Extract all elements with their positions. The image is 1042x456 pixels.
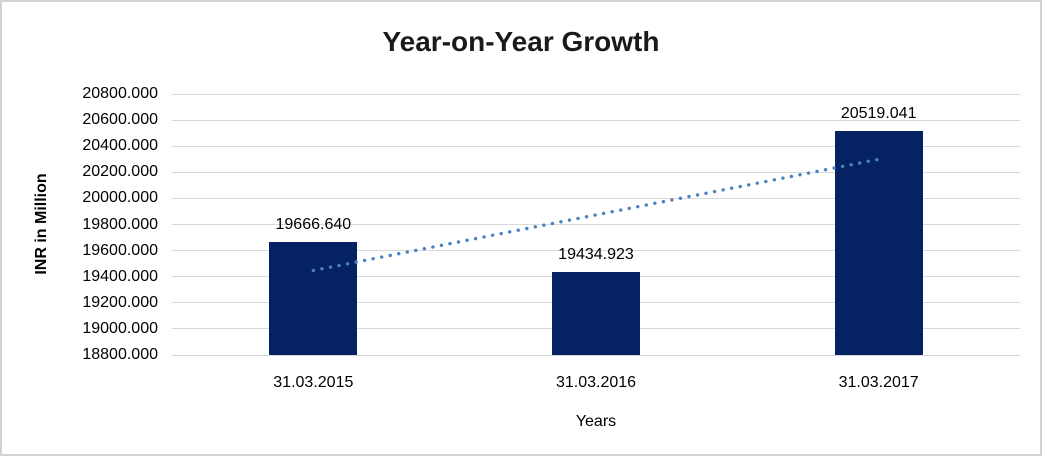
y-axis-title: INR in Million	[33, 173, 50, 275]
y-tick-label: 20200.000	[82, 163, 158, 181]
plot-area	[172, 93, 1020, 356]
y-tick-label: 18800.000	[82, 346, 158, 363]
trendline	[311, 157, 881, 273]
chart-title: Year-on-Year Growth	[382, 26, 660, 57]
x-tick-label: 31.03.2016	[555, 374, 637, 391]
trendline-path	[311, 157, 881, 273]
x-axis-title: Years	[575, 413, 617, 430]
bar-value-label: 19666.640	[275, 215, 352, 233]
y-tick-label: 19600.000	[82, 241, 158, 259]
y-tick-label: 20000.000	[82, 189, 158, 207]
gridline	[172, 93, 1020, 95]
y-tick-label: 19000.000	[82, 319, 158, 337]
y-tick-label: 19400.000	[82, 267, 158, 285]
bar-value-label: 20519.041	[840, 104, 917, 122]
x-tick-label: 31.03.2015	[273, 374, 354, 391]
y-tick-label: 20800.000	[82, 85, 158, 102]
gridline	[172, 171, 1020, 173]
gridline	[172, 119, 1020, 121]
y-tick-label: 19800.000	[82, 215, 158, 233]
gridline	[172, 197, 1020, 199]
x-tick-label: 31.03.2017	[838, 374, 919, 391]
bar-value-label: 19434.923	[558, 246, 634, 264]
y-tick-label: 20600.000	[82, 111, 158, 129]
gridline	[172, 224, 1020, 225]
gridline	[172, 354, 1020, 356]
gridline	[172, 145, 1020, 147]
gridline	[172, 250, 1020, 252]
bar	[834, 130, 923, 355]
y-tick-label: 20400.000	[82, 137, 158, 155]
y-tick-label: 19200.000	[82, 293, 158, 311]
bar	[269, 241, 358, 355]
bar	[552, 272, 640, 355]
